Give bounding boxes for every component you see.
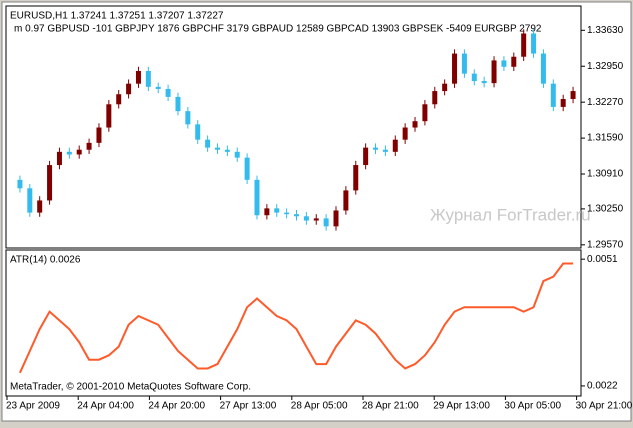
x-tick-label: 23 Apr 2009 [6, 401, 60, 412]
candle-body [185, 111, 191, 125]
candle-body [126, 83, 132, 95]
candle-body [343, 190, 349, 211]
candle-body [284, 212, 290, 215]
y-tick-label: 1.33630 [587, 25, 624, 36]
y-tick-label: 1.30250 [587, 204, 624, 215]
candle-body [402, 127, 408, 140]
y-tick-label: 1.29570 [587, 239, 624, 250]
candle-body [135, 70, 141, 84]
x-tick-label: 30 Apr 05:00 [504, 401, 561, 412]
candle-body [294, 214, 299, 217]
candle-body [333, 210, 339, 227]
atr-line [19, 262, 574, 374]
candle-body [491, 60, 497, 84]
candle-body [442, 83, 448, 92]
candle-body [214, 147, 220, 150]
indicator-panel [5, 249, 582, 397]
candle-body [264, 208, 270, 216]
x-tick-label: 28 Apr 21:00 [362, 401, 419, 412]
candle-body [234, 151, 240, 158]
candle-body [540, 53, 546, 84]
candle-body [501, 60, 507, 67]
candle-body [56, 151, 62, 166]
candle-body [96, 127, 102, 143]
price-panel [5, 5, 582, 249]
candle-body [422, 104, 428, 122]
candle-body [382, 149, 388, 152]
candle-body [412, 121, 418, 128]
indicator-title: ATR(14) 0.0026 [10, 255, 81, 266]
candle-body [550, 83, 556, 107]
candle-body [66, 151, 72, 155]
candle-body [145, 70, 151, 87]
candle-body [392, 139, 398, 152]
candle-body [363, 147, 369, 166]
candle-body [195, 124, 201, 140]
chart-title: EURUSD,H1 1.37241 1.37251 1.37207 1.3722… [10, 11, 224, 22]
candle-body [373, 147, 379, 150]
candle-body [17, 179, 23, 189]
candle-body [452, 53, 458, 84]
candle-body [47, 165, 53, 201]
candle-body [175, 96, 181, 112]
candle-body [205, 139, 211, 148]
x-tick-label: 27 Apr 13:00 [220, 401, 277, 412]
candle-body [274, 208, 280, 213]
candle-body [155, 86, 161, 89]
candle-body [511, 56, 517, 67]
candle-body [471, 73, 477, 82]
x-tick-label: 30 Apr 21:00 [576, 401, 633, 412]
candle-body [86, 142, 92, 150]
x-tick-label: 28 Apr 05:00 [291, 401, 348, 412]
y-tick-label: 1.30910 [587, 169, 624, 180]
candle-body [244, 157, 250, 180]
candle-body [27, 188, 33, 213]
chart-subtitle: m 0.97 GBPUSD -101 GBPJPY 1876 GBPCHF 31… [14, 24, 542, 35]
y-tick-label: 0.0051 [587, 254, 618, 265]
candle-body [323, 218, 329, 227]
y-tick-label: 1.32950 [587, 61, 624, 72]
y-tick-label: 0.0022 [587, 381, 618, 392]
candle-body [521, 33, 527, 57]
candle-body [432, 91, 438, 105]
candle-body [76, 149, 82, 155]
y-tick-label: 1.31590 [587, 133, 624, 144]
candle-body [353, 165, 359, 191]
candle-body [481, 81, 487, 84]
watermark: Журнал ForTrader.ru [430, 205, 591, 224]
candle-body [303, 216, 309, 221]
candle-body [224, 149, 230, 152]
candle-body [531, 33, 537, 54]
x-tick-label: 24 Apr 20:00 [148, 401, 205, 412]
candle-body [560, 98, 566, 107]
copyright: MetaTrader, © 2001-2010 MetaQuotes Softw… [10, 382, 251, 393]
candle-body [313, 218, 319, 221]
candle-body [461, 53, 467, 74]
y-tick-label: 1.32270 [587, 97, 624, 108]
x-tick-label: 24 Apr 04:00 [77, 401, 134, 412]
candle-body [106, 104, 112, 128]
candle-body [254, 179, 260, 216]
candle-body [570, 91, 576, 99]
candle-body [165, 88, 171, 97]
x-tick-label: 29 Apr 13:00 [433, 401, 490, 412]
candle-body [37, 200, 43, 213]
candle-body [116, 94, 122, 105]
